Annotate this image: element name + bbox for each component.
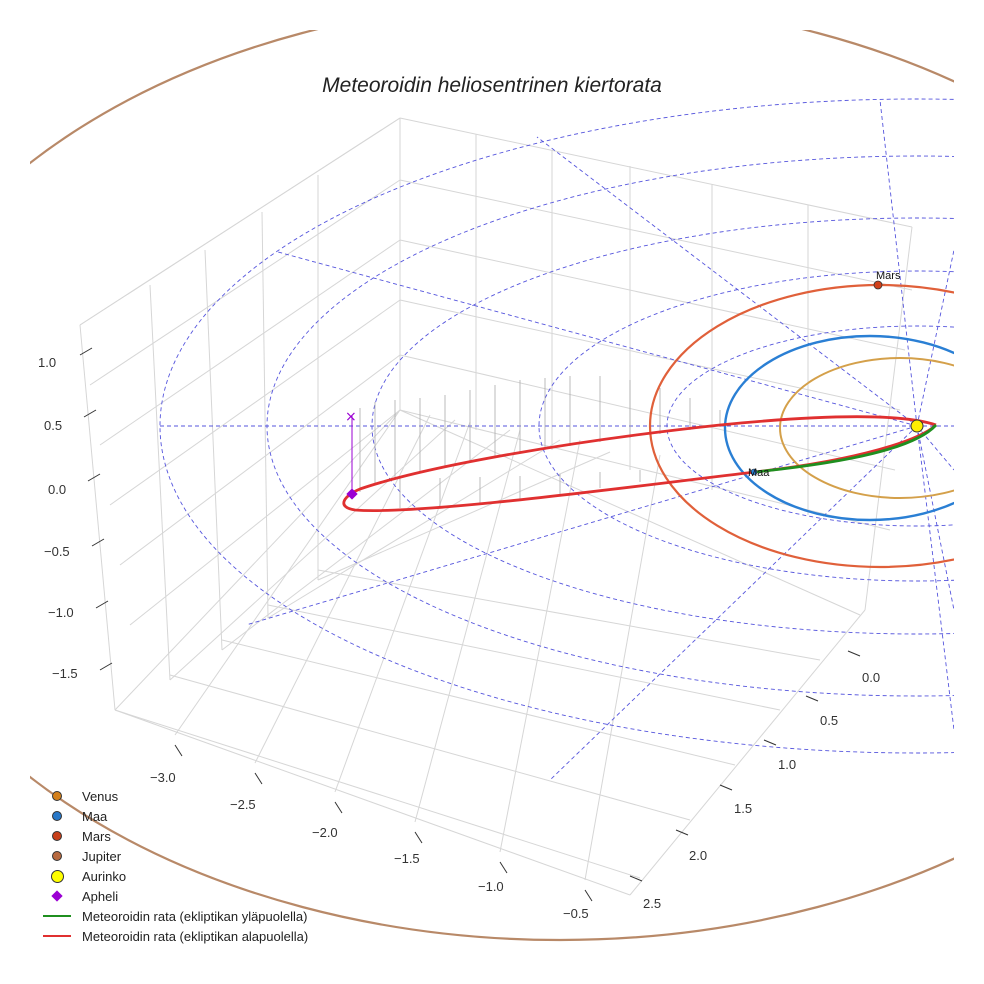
legend-item: Jupiter — [40, 846, 308, 866]
legend-dot-aurinko — [50, 869, 64, 883]
legend-item: Aurinko — [40, 866, 308, 886]
grid — [79, 117, 913, 896]
meteoroid-orbit-above — [754, 424, 938, 474]
legend-label: Apheli — [82, 888, 119, 904]
legend-item: Meteoroidin rata (ekliptikan yläpuolella… — [40, 906, 308, 926]
x-tick: −2.0 — [312, 825, 338, 840]
legend-label: Meteoroidin rata (ekliptikan alapuolella… — [82, 928, 309, 944]
legend-dot-venus — [52, 791, 62, 801]
apheli-cross: × — [345, 409, 357, 425]
legend-line-above — [43, 915, 71, 917]
x-tick: −2.5 — [230, 797, 256, 812]
x-tick: −0.5 — [563, 906, 589, 921]
reference-grid — [159, 98, 954, 781]
z-tick: −0.5 — [44, 544, 70, 559]
z-tick: 0.5 — [44, 418, 62, 433]
legend-dot-jupiter — [52, 851, 62, 861]
label-mars: Mars — [876, 270, 901, 282]
z-axis — [79, 347, 113, 671]
legend-item: Meteoroidin rata (ekliptikan alapuolella… — [40, 926, 308, 946]
apheli-marker — [346, 488, 358, 500]
z-tick: −1.0 — [48, 605, 74, 620]
z-tick: 0.0 — [48, 482, 66, 497]
x-tick: −1.5 — [394, 851, 420, 866]
earth-marker — [750, 468, 758, 476]
legend-item: Venus — [40, 786, 308, 806]
legend-dot-mars — [52, 831, 62, 841]
legend-item: Maa — [40, 806, 308, 826]
z-tick: 1.0 — [38, 355, 56, 370]
legend: Venus Maa Mars Jupiter Aurinko Apheli Me… — [40, 786, 308, 946]
legend-label: Venus — [82, 788, 119, 804]
meteoroid-orbit-below — [342, 415, 937, 512]
z-tick: −1.5 — [52, 666, 78, 681]
sun-marker — [910, 419, 924, 433]
legend-label: Meteoroidin rata (ekliptikan yläpuolella… — [82, 908, 308, 924]
legend-item: Mars — [40, 826, 308, 846]
y-tick: 1.5 — [734, 801, 752, 816]
legend-label: Aurinko — [82, 868, 127, 884]
y-axis — [629, 650, 861, 882]
label-maa: Maa — [748, 467, 770, 479]
x-axis — [174, 744, 593, 902]
y-tick: 0.5 — [820, 713, 838, 728]
x-tick: −1.0 — [478, 879, 504, 894]
jupiter-orbit — [30, 30, 954, 941]
legend-label: Maa — [82, 808, 108, 824]
mars-marker — [873, 280, 883, 290]
earth-orbit — [723, 334, 954, 522]
y-tick: 2.0 — [689, 848, 707, 863]
legend-label: Mars — [82, 828, 111, 844]
y-tick: 1.0 — [778, 757, 796, 772]
legend-dot-maa — [52, 811, 62, 821]
y-tick: 2.5 — [643, 896, 661, 911]
legend-diamond-apheli — [51, 890, 63, 902]
y-tick: 0.0 — [862, 670, 880, 685]
venus-orbit — [779, 357, 954, 499]
legend-item: Apheli — [40, 886, 308, 906]
chart-title: Meteoroidin heliosentrinen kiertorata — [322, 74, 662, 97]
orbit-stems — [359, 376, 721, 508]
x-tick: −3.0 — [150, 770, 176, 785]
legend-line-below — [43, 935, 71, 937]
legend-label: Jupiter — [82, 848, 122, 864]
